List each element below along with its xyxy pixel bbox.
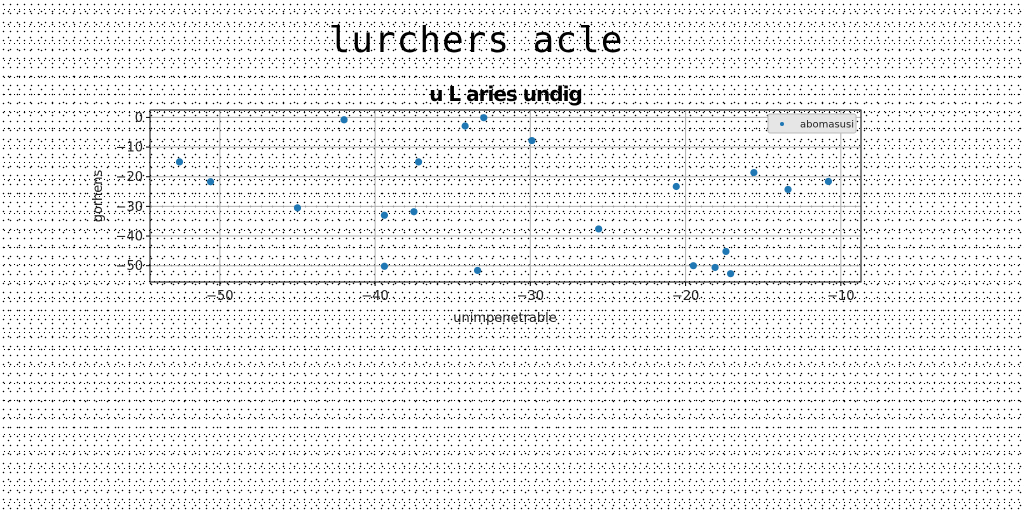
x-tick-label: −50 [206, 289, 233, 304]
data-point [711, 263, 719, 272]
page-title: lurchers acle [328, 20, 624, 61]
grid-lines [150, 110, 861, 282]
data-point [824, 177, 832, 186]
y-tick-label: −10 [116, 141, 143, 156]
data-points [175, 114, 832, 278]
data-point [672, 182, 680, 191]
data-point [461, 122, 469, 130]
y-tick-label: −50 [116, 259, 143, 274]
y-tick-label: −40 [116, 230, 143, 245]
data-point [480, 114, 488, 122]
data-point [750, 168, 758, 177]
plot-frame [149, 109, 862, 283]
x-axis-label: unimpenetrable [453, 311, 557, 326]
x-tick-label: −40 [361, 289, 388, 304]
chart-title: u L aries undig [429, 82, 583, 106]
y-tick-label: −30 [116, 200, 143, 215]
legend-marker [780, 122, 784, 126]
legend: abomasusi [767, 113, 857, 134]
data-point [726, 270, 735, 278]
data-point [380, 211, 389, 219]
x-tick-label: −30 [517, 289, 544, 304]
data-point [293, 204, 302, 212]
y-axis-label: gorhens [91, 169, 106, 222]
legend-box [767, 113, 857, 134]
data-point [414, 158, 423, 166]
axis-ticks: −50 −40 −30 −20 −10 0 −10 −20 −30 −40 −50 [116, 111, 855, 304]
data-point [784, 185, 792, 194]
x-tick-label: −20 [672, 289, 699, 304]
data-point [175, 158, 184, 166]
data-point [595, 225, 603, 233]
data-point [340, 116, 348, 124]
x-tick-label: −10 [827, 289, 854, 304]
data-point [473, 266, 482, 275]
data-point [206, 178, 215, 186]
data-point [528, 136, 536, 145]
y-tick-label: 0 [135, 111, 143, 126]
legend-label: abomasusi [800, 120, 854, 131]
data-point [689, 262, 697, 270]
data-point [722, 247, 730, 256]
y-tick-label: −20 [116, 170, 143, 185]
data-point [410, 208, 418, 216]
data-point [380, 262, 389, 270]
